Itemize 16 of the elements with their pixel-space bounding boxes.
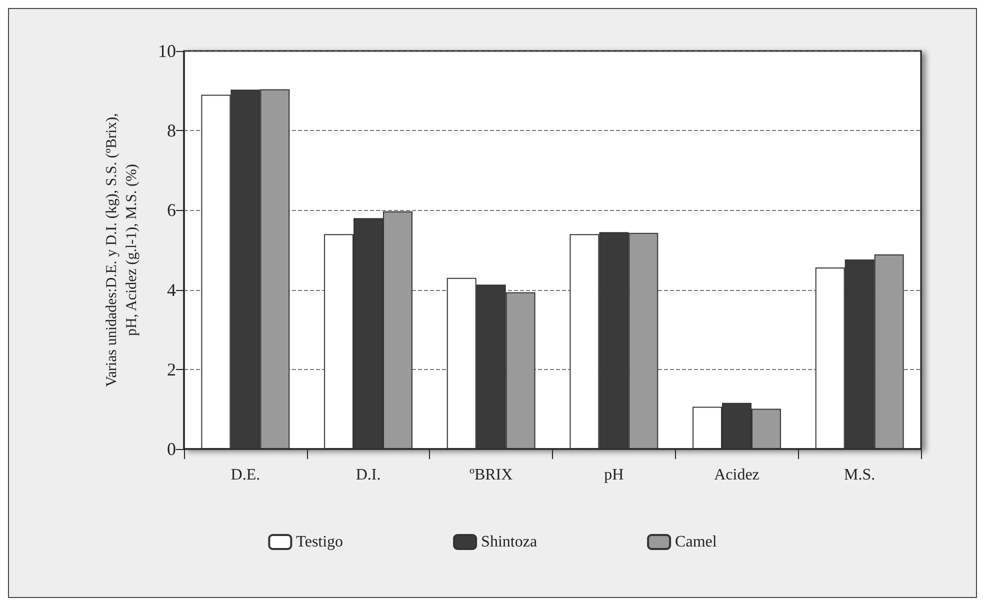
y-tick-label: 8 xyxy=(167,120,176,141)
y-tick-label: 2 xyxy=(167,359,176,380)
y-tick-label: 0 xyxy=(167,439,176,459)
y-axis-title: Varias unidades:D.E. y D.I. (kg), S.S. (ºBrix), pH, Acidez (g.l-1), M.S. (%) xyxy=(104,113,140,387)
legend-label: Testigo xyxy=(296,534,344,550)
y-tick-label: 6 xyxy=(167,200,176,220)
legend-label: Shintoza xyxy=(481,534,538,550)
y-tick-label: 10 xyxy=(158,41,176,61)
x-tick-label: Acidez xyxy=(714,466,760,484)
x-tick-label: D.I. xyxy=(356,466,381,484)
x-tick-label: D.E. xyxy=(230,466,260,484)
legend-label: Camel xyxy=(675,534,718,550)
x-tick-label: ºBRIX xyxy=(469,466,514,484)
y-tick-label: 4 xyxy=(167,280,176,300)
x-tick-label: pH xyxy=(604,466,624,484)
x-tick-label: M.S. xyxy=(844,466,876,484)
